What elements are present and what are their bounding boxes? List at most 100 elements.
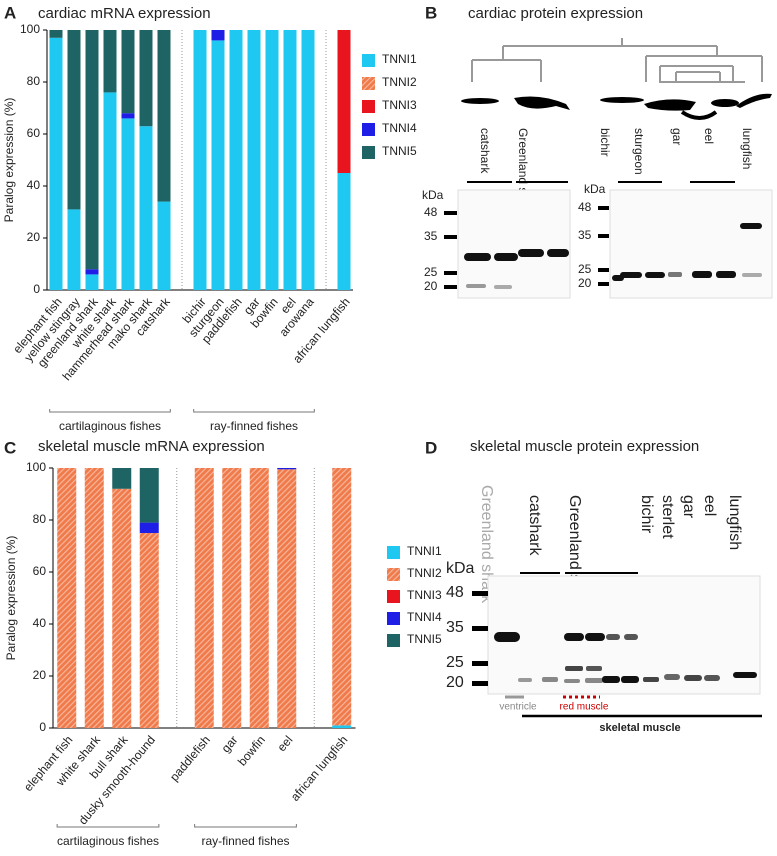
- bar-segment: [247, 30, 261, 290]
- bar-segment: [194, 468, 214, 728]
- panel-letter: D: [425, 438, 437, 457]
- bar-segment: [139, 30, 153, 127]
- bar-segment: [67, 209, 81, 290]
- marker-label: 48: [446, 584, 464, 601]
- bar-segment: [229, 30, 243, 290]
- group-label: ray-finned fishes: [210, 419, 298, 433]
- lane-label: gar: [670, 128, 684, 145]
- lane-label: sturgeon: [632, 128, 646, 175]
- legend-label: TNNI5: [407, 632, 442, 646]
- bar-segment: [121, 30, 135, 114]
- panel-letter: B: [425, 3, 437, 22]
- legend-swatch: [387, 590, 400, 603]
- marker-label: 35: [446, 619, 464, 636]
- marker-label: 20: [446, 674, 464, 691]
- units-label: kDa: [446, 560, 475, 577]
- y-tick-label: 100: [20, 22, 40, 36]
- legend-swatch: [387, 634, 400, 647]
- bar-segment: [103, 92, 117, 291]
- panel-letter: C: [4, 438, 16, 457]
- lane-label: catshark: [478, 128, 492, 174]
- bar-segment: [277, 469, 297, 728]
- cardiac-blot-panel: cardiac protein expression catshark Gree…: [422, 5, 773, 299]
- blot: [487, 575, 761, 695]
- bar-segment: [67, 30, 81, 210]
- marker-label: 35: [578, 228, 592, 242]
- legend-swatch: [362, 77, 375, 90]
- y-tick-label: 20: [27, 230, 41, 244]
- bar-segment: [211, 30, 225, 41]
- marker-label: 20: [424, 279, 438, 293]
- x-tick-label: paddlefish: [167, 733, 213, 784]
- bar-segment: [121, 118, 135, 291]
- lane-label: bichir: [638, 495, 655, 534]
- y-tick-label: 100: [26, 460, 46, 474]
- bar-segment: [112, 468, 132, 489]
- annotation: skeletal muscle: [599, 722, 680, 734]
- legend-label: TNNI2: [382, 75, 417, 89]
- blot: [457, 189, 571, 299]
- lane-label: eel: [702, 128, 716, 144]
- legend-swatch: [362, 123, 375, 136]
- legend-label: TNNI1: [407, 544, 442, 558]
- marker-ticks: [444, 206, 609, 289]
- bar-segment: [139, 522, 159, 533]
- lane-label: Greenland shark: [478, 485, 495, 604]
- bar-segment: [222, 468, 242, 728]
- marker-label: 25: [578, 262, 592, 276]
- legend-swatch: [387, 546, 400, 559]
- y-tick-label: 0: [33, 282, 40, 296]
- legend-label: TNNI4: [407, 610, 442, 624]
- group-bracket: [49, 409, 171, 413]
- annotation: ventricle: [499, 702, 537, 713]
- lane-label: eel: [701, 495, 718, 516]
- legend-swatch: [387, 568, 400, 581]
- marker-label: 25: [446, 654, 464, 671]
- legend-label: TNNI3: [407, 588, 442, 602]
- bar-segment: [337, 173, 351, 290]
- y-tick-label: 80: [33, 512, 47, 526]
- marker-label: 48: [578, 200, 592, 214]
- silhouettes: [461, 93, 772, 120]
- legend-swatch: [362, 54, 375, 67]
- panel-title: skeletal muscle protein expression: [470, 438, 699, 455]
- legend-label: TNNI3: [382, 98, 417, 112]
- lane-label: bichir: [598, 128, 612, 157]
- legend-swatch: [387, 612, 400, 625]
- bar-segment: [49, 30, 63, 38]
- group-bracket: [194, 824, 297, 828]
- group-label: cartilaginous fishes: [57, 834, 159, 848]
- bar-segment: [85, 274, 99, 290]
- y-tick-label: 20: [33, 668, 47, 682]
- bands: [464, 223, 762, 289]
- bar-segment: [332, 468, 352, 726]
- x-tick-label: gar: [219, 733, 241, 755]
- bar-segment: [139, 468, 159, 523]
- bar-segment: [85, 30, 99, 270]
- bar-segment: [301, 30, 315, 290]
- x-tick-label: eel: [274, 733, 295, 754]
- legend-swatch: [362, 100, 375, 113]
- skeletal-blot-panel: skeletal muscle protein expression Green…: [446, 438, 762, 734]
- lane-label: catshark: [526, 495, 543, 556]
- y-axis-label: Paralog expression (%): [2, 98, 16, 223]
- bar-segment: [139, 126, 153, 290]
- marker-label: 48: [424, 205, 438, 219]
- bar-segment: [249, 468, 269, 728]
- marker-label: 25: [424, 265, 438, 279]
- marker-ticks: [472, 591, 488, 686]
- panel-title: cardiac protein expression: [468, 5, 643, 22]
- bar-segment: [283, 30, 297, 290]
- y-tick-label: 80: [27, 74, 41, 88]
- legend-swatch: [362, 146, 375, 159]
- chart-title: cardiac mRNA expression: [38, 5, 211, 22]
- bar-segment: [157, 30, 171, 202]
- group-label: cartilaginous fishes: [59, 419, 161, 433]
- bar-segment: [277, 468, 297, 470]
- group-bracket: [193, 409, 315, 413]
- bar-segment: [211, 40, 225, 291]
- group-label: ray-finned fishes: [201, 834, 289, 848]
- blot: [609, 189, 773, 299]
- legend-label: TNNI5: [382, 144, 417, 158]
